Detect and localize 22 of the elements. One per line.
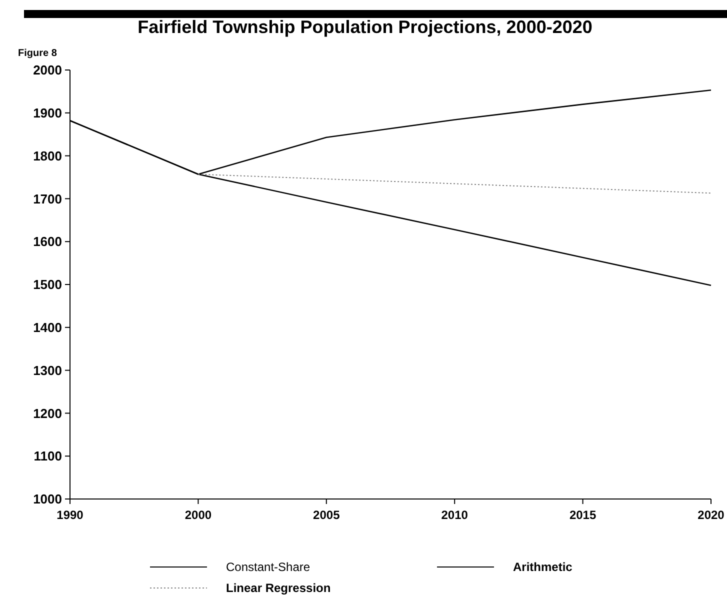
x-tick-label: 2000 [184,508,212,522]
legend-label: Linear Regression [226,581,331,596]
y-tick-label: 1800 [33,148,62,164]
caption: Figure 8 [18,48,58,59]
x-tick-label: 1990 [56,508,84,522]
x-tick-label: 2015 [569,508,596,522]
y-tick-label: 1900 [33,105,62,120]
y-tick-label: 1000 [33,492,62,507]
y-tick-label: 1200 [33,406,62,421]
y-tick-label: 2000 [33,62,62,78]
legend-label: Arithmetic [513,560,573,574]
y-tick-label: 1300 [33,362,62,378]
y-tick-label: 1400 [33,320,62,335]
y-tick-label: 1700 [33,191,62,206]
chart-title: Fairfield Township Population Projections, 2000-2020 [138,17,592,37]
y-tick-label: 1600 [33,234,62,250]
y-tick-label: 1500 [33,277,62,292]
x-tick-label: 2020 [698,508,725,522]
y-tick-label: 1100 [34,448,62,464]
x-tick-label: 2005 [313,508,340,522]
x-tick-label: 2010 [441,508,468,522]
legend-label: Constant-Share [226,560,310,574]
